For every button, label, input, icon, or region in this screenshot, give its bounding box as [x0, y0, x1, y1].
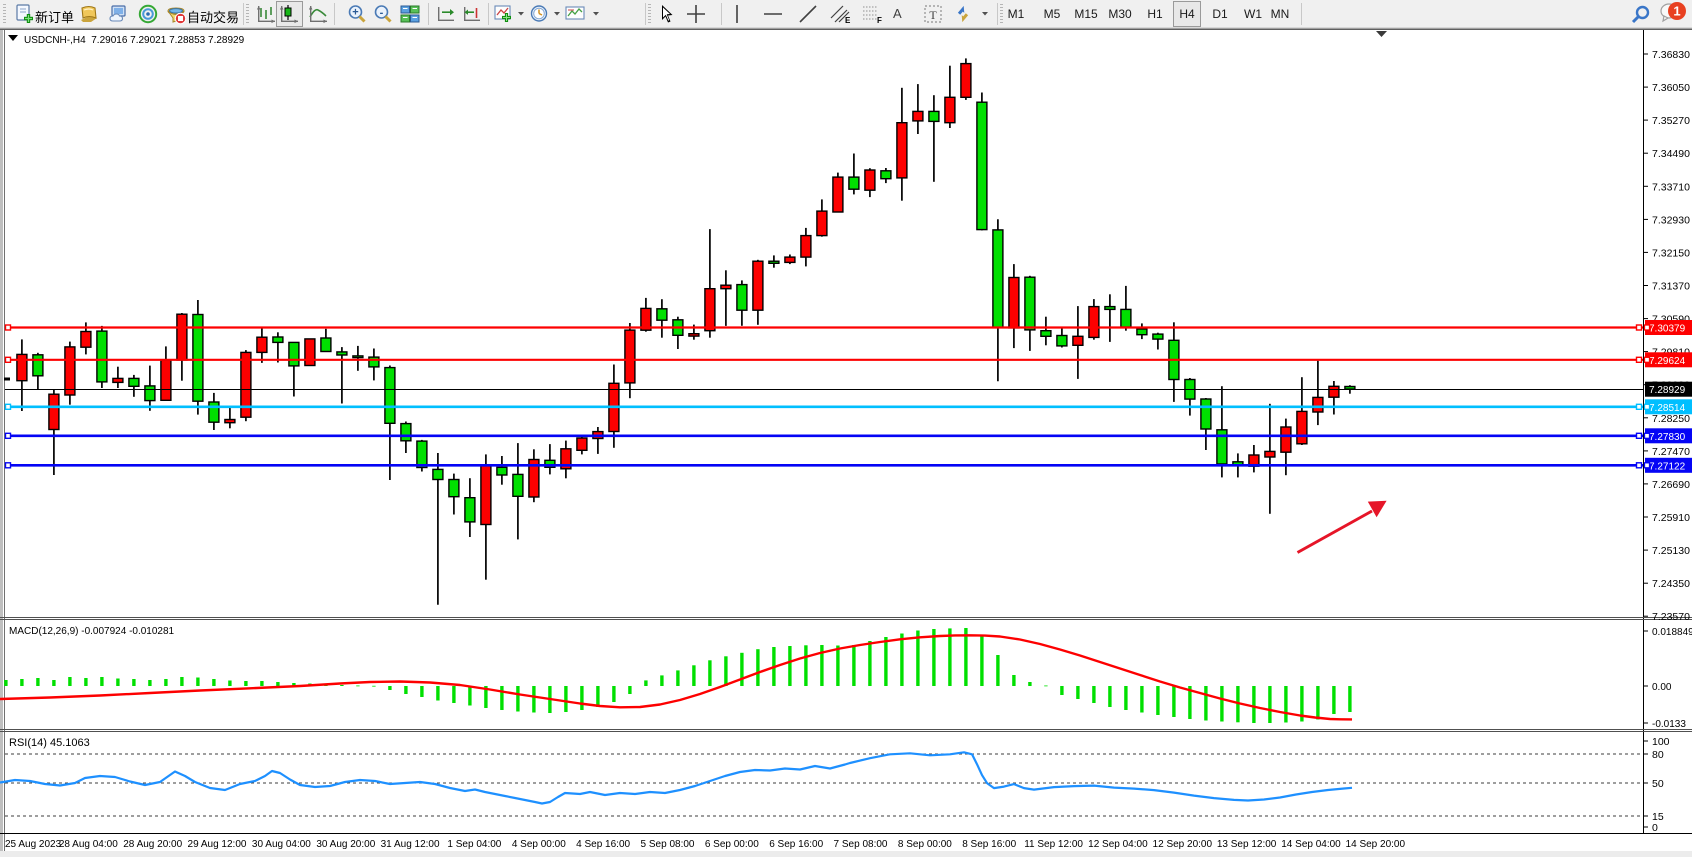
svg-text:8 Sep 16:00: 8 Sep 16:00	[962, 839, 1016, 850]
svg-text:12 Sep 04:00: 12 Sep 04:00	[1088, 839, 1148, 850]
svg-text:RSI(14) 45.1063: RSI(14) 45.1063	[9, 737, 90, 749]
svg-text:T: T	[929, 8, 937, 22]
svg-text:7.29624: 7.29624	[1649, 356, 1686, 367]
svg-text:6 Sep 00:00: 6 Sep 00:00	[705, 839, 759, 850]
svg-text:7.31370: 7.31370	[1652, 281, 1690, 293]
svg-text:7.25130: 7.25130	[1652, 545, 1690, 557]
svg-text:5 Sep 08:00: 5 Sep 08:00	[641, 839, 695, 850]
svg-text:100: 100	[1652, 736, 1670, 748]
svg-text:0.00: 0.00	[1652, 682, 1672, 693]
svg-text:7.25910: 7.25910	[1652, 512, 1690, 524]
svg-text:7.27470: 7.27470	[1652, 446, 1690, 458]
svg-text:15: 15	[1652, 811, 1664, 823]
svg-text:7.32930: 7.32930	[1652, 214, 1690, 226]
svg-text:4 Sep 16:00: 4 Sep 16:00	[576, 839, 630, 850]
svg-text:7.28514: 7.28514	[1649, 403, 1686, 414]
svg-text:MACD(12,26,9) -0.007924 -0.010: MACD(12,26,9) -0.007924 -0.010281	[9, 626, 175, 637]
svg-text:29 Aug 12:00: 29 Aug 12:00	[188, 839, 247, 850]
svg-text:13 Sep 12:00: 13 Sep 12:00	[1217, 839, 1277, 850]
svg-text:+: +	[352, 7, 358, 19]
svg-text:50: 50	[1652, 778, 1664, 790]
svg-text:0.018849: 0.018849	[1652, 627, 1692, 638]
svg-text:USDCNH-,H4 7.29016 7.29021 7.: USDCNH-,H4 7.29016 7.29021 7.28853 7.289…	[24, 35, 245, 46]
svg-text:30 Aug 20:00: 30 Aug 20:00	[316, 839, 375, 850]
svg-text:7.28929: 7.28929	[1649, 385, 1686, 396]
svg-text:6 Sep 16:00: 6 Sep 16:00	[769, 839, 823, 850]
svg-text:28 Aug 04:00: 28 Aug 04:00	[59, 839, 118, 850]
svg-text:25 Aug 2023: 25 Aug 2023	[5, 839, 62, 850]
svg-text:0: 0	[1652, 822, 1658, 834]
svg-text:4 Sep 00:00: 4 Sep 00:00	[512, 839, 566, 850]
svg-text:7.32150: 7.32150	[1652, 247, 1690, 259]
svg-text:31 Aug 12:00: 31 Aug 12:00	[381, 839, 440, 850]
svg-text:7 Sep 08:00: 7 Sep 08:00	[834, 839, 888, 850]
svg-text:8 Sep 00:00: 8 Sep 00:00	[898, 839, 952, 850]
svg-text:30 Aug 04:00: 30 Aug 04:00	[252, 839, 311, 850]
svg-text:-0.0133: -0.0133	[1652, 719, 1686, 730]
svg-text:7.28250: 7.28250	[1652, 413, 1690, 425]
svg-text:7.24350: 7.24350	[1652, 578, 1690, 590]
svg-text:14 Sep 04:00: 14 Sep 04:00	[1281, 839, 1341, 850]
svg-text:E: E	[845, 16, 851, 24]
svg-text:7.30379: 7.30379	[1649, 324, 1686, 335]
svg-text:7.35270: 7.35270	[1652, 115, 1690, 127]
svg-text:7.26690: 7.26690	[1652, 479, 1690, 491]
svg-text:80: 80	[1652, 749, 1664, 761]
svg-text:11 Sep 12:00: 11 Sep 12:00	[1024, 839, 1083, 850]
svg-text:7.34490: 7.34490	[1652, 148, 1690, 160]
svg-text:1 Sep 04:00: 1 Sep 04:00	[447, 839, 501, 850]
svg-text:-: -	[380, 7, 384, 19]
svg-text:7.36050: 7.36050	[1652, 82, 1690, 94]
svg-text:7.33710: 7.33710	[1652, 181, 1690, 193]
svg-text:12 Sep 20:00: 12 Sep 20:00	[1153, 839, 1213, 850]
svg-text:7.23570: 7.23570	[1652, 611, 1690, 623]
svg-text:7.36830: 7.36830	[1652, 49, 1690, 61]
svg-text:28 Aug 20:00: 28 Aug 20:00	[123, 839, 182, 850]
svg-text:14 Sep 20:00: 14 Sep 20:00	[1346, 839, 1406, 850]
svg-text:7.27830: 7.27830	[1649, 432, 1686, 443]
svg-text:7.27122: 7.27122	[1649, 461, 1686, 472]
svg-text:1: 1	[1673, 4, 1680, 19]
svg-text:F: F	[877, 16, 882, 24]
